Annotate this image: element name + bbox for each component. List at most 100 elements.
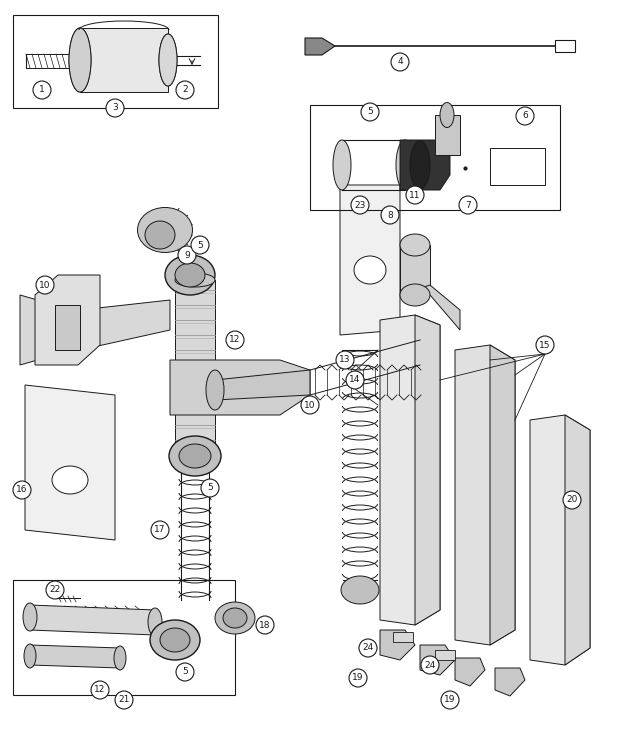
Circle shape bbox=[256, 616, 274, 634]
Circle shape bbox=[176, 663, 194, 681]
Ellipse shape bbox=[69, 28, 91, 92]
Polygon shape bbox=[495, 668, 525, 696]
Text: 13: 13 bbox=[339, 356, 351, 365]
Polygon shape bbox=[30, 645, 120, 668]
Circle shape bbox=[361, 103, 379, 121]
Circle shape bbox=[536, 336, 554, 354]
Ellipse shape bbox=[215, 602, 255, 634]
Circle shape bbox=[13, 481, 31, 499]
Text: 11: 11 bbox=[409, 190, 421, 200]
Text: 10: 10 bbox=[304, 400, 316, 409]
Bar bbox=[13, 15, 218, 108]
Text: 12: 12 bbox=[94, 685, 105, 695]
Bar bbox=[80, 28, 168, 92]
Ellipse shape bbox=[354, 256, 386, 284]
Circle shape bbox=[349, 669, 367, 687]
Ellipse shape bbox=[52, 466, 88, 494]
Circle shape bbox=[176, 81, 194, 99]
Text: 23: 23 bbox=[354, 201, 366, 209]
Circle shape bbox=[191, 236, 209, 254]
Circle shape bbox=[391, 53, 409, 71]
Polygon shape bbox=[455, 345, 515, 645]
Ellipse shape bbox=[159, 34, 177, 86]
Text: 5: 5 bbox=[197, 241, 203, 250]
Ellipse shape bbox=[175, 273, 215, 287]
Circle shape bbox=[46, 581, 64, 599]
Polygon shape bbox=[455, 658, 485, 686]
Circle shape bbox=[106, 99, 124, 117]
Text: 9: 9 bbox=[184, 250, 190, 260]
Ellipse shape bbox=[341, 576, 379, 604]
Circle shape bbox=[459, 196, 477, 214]
Polygon shape bbox=[340, 185, 400, 335]
Circle shape bbox=[563, 491, 581, 509]
Text: 17: 17 bbox=[154, 526, 166, 534]
Polygon shape bbox=[490, 148, 545, 185]
Polygon shape bbox=[80, 300, 170, 350]
Text: 24: 24 bbox=[424, 660, 436, 670]
Polygon shape bbox=[175, 280, 215, 450]
Circle shape bbox=[178, 246, 196, 264]
Circle shape bbox=[359, 639, 377, 657]
Polygon shape bbox=[215, 370, 310, 400]
Text: 10: 10 bbox=[39, 280, 51, 289]
Text: 22: 22 bbox=[50, 586, 61, 594]
Ellipse shape bbox=[179, 444, 211, 468]
Text: 3: 3 bbox=[112, 103, 118, 113]
Circle shape bbox=[381, 206, 399, 224]
Circle shape bbox=[336, 351, 354, 369]
Polygon shape bbox=[55, 305, 80, 350]
Polygon shape bbox=[380, 315, 440, 625]
Text: 14: 14 bbox=[349, 376, 361, 384]
Text: 2: 2 bbox=[182, 86, 188, 94]
Text: 6: 6 bbox=[522, 111, 528, 121]
Text: 16: 16 bbox=[16, 485, 28, 495]
Ellipse shape bbox=[148, 608, 162, 636]
Text: 12: 12 bbox=[229, 335, 241, 345]
Polygon shape bbox=[20, 295, 55, 365]
Circle shape bbox=[151, 521, 169, 539]
Ellipse shape bbox=[23, 603, 37, 631]
Ellipse shape bbox=[138, 207, 192, 253]
Text: 1: 1 bbox=[39, 86, 45, 94]
Ellipse shape bbox=[175, 263, 205, 287]
Polygon shape bbox=[400, 140, 450, 190]
Ellipse shape bbox=[396, 140, 414, 190]
Polygon shape bbox=[25, 385, 115, 540]
Text: 24: 24 bbox=[362, 643, 374, 652]
Circle shape bbox=[36, 276, 54, 294]
Polygon shape bbox=[490, 345, 515, 645]
Ellipse shape bbox=[165, 255, 215, 295]
Polygon shape bbox=[305, 38, 335, 55]
Text: 18: 18 bbox=[259, 621, 271, 630]
Polygon shape bbox=[565, 415, 590, 665]
Polygon shape bbox=[35, 275, 100, 365]
Circle shape bbox=[201, 479, 219, 497]
Text: 19: 19 bbox=[445, 695, 456, 704]
Polygon shape bbox=[555, 40, 575, 52]
Text: 8: 8 bbox=[387, 211, 393, 220]
Ellipse shape bbox=[150, 620, 200, 660]
Polygon shape bbox=[170, 360, 310, 415]
Text: 21: 21 bbox=[118, 695, 130, 704]
Circle shape bbox=[301, 396, 319, 414]
Polygon shape bbox=[393, 632, 413, 642]
Ellipse shape bbox=[159, 34, 177, 86]
Circle shape bbox=[346, 371, 364, 389]
Text: 15: 15 bbox=[539, 340, 551, 349]
Text: 5: 5 bbox=[182, 668, 188, 676]
Ellipse shape bbox=[145, 221, 175, 249]
Polygon shape bbox=[380, 630, 415, 660]
Polygon shape bbox=[435, 115, 460, 155]
Ellipse shape bbox=[169, 436, 221, 476]
Ellipse shape bbox=[69, 28, 91, 92]
Circle shape bbox=[516, 107, 534, 125]
Ellipse shape bbox=[206, 370, 224, 410]
Circle shape bbox=[115, 691, 133, 709]
Text: 19: 19 bbox=[352, 673, 364, 682]
Circle shape bbox=[33, 81, 51, 99]
Text: 7: 7 bbox=[465, 201, 471, 209]
Polygon shape bbox=[30, 605, 155, 635]
Polygon shape bbox=[530, 415, 590, 665]
Ellipse shape bbox=[223, 608, 247, 628]
